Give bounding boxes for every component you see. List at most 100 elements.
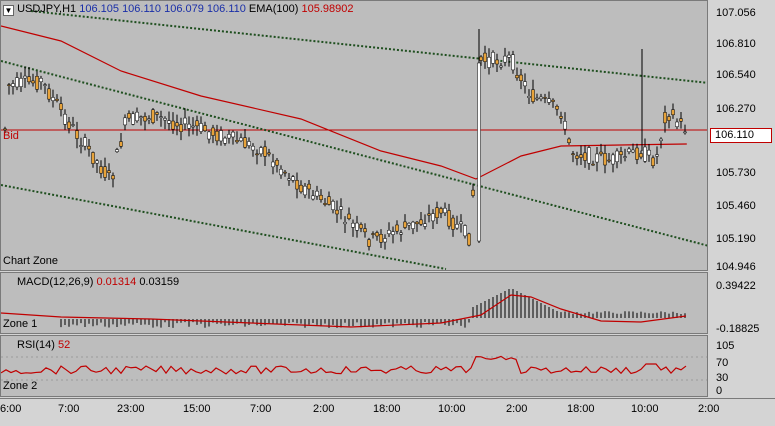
candle-body <box>427 213 431 216</box>
candle-body <box>683 131 687 134</box>
candle-body <box>391 231 395 235</box>
candle-body <box>403 221 407 228</box>
time-tick: 2:00 <box>506 403 528 415</box>
candle-body <box>235 140 239 143</box>
macd-signal-line <box>1 294 687 328</box>
candle-body <box>559 116 563 119</box>
rsi-header: RSI(14) 52 <box>17 339 70 351</box>
candle-body <box>679 118 683 122</box>
candle-body <box>583 152 587 161</box>
candle-body <box>591 163 595 166</box>
candle-body <box>567 138 571 143</box>
rsi-tick: 70 <box>716 357 729 369</box>
candle-body <box>315 190 319 197</box>
candle-body <box>167 120 171 124</box>
candle-body <box>477 62 481 242</box>
macd-tick: -0.18825 <box>716 323 760 335</box>
candle-body <box>543 97 547 99</box>
time-tick: 7:00 <box>58 403 80 415</box>
candle-body <box>211 127 215 136</box>
candle-body <box>267 152 271 155</box>
candle-body <box>599 151 603 155</box>
candle-body <box>643 146 647 162</box>
candle-body <box>339 206 343 210</box>
candle-body <box>95 160 99 164</box>
candle-body <box>519 74 523 82</box>
zone2-label: Zone 2 <box>3 380 38 392</box>
candle-body <box>151 109 155 123</box>
price-chart[interactable] <box>1 1 708 271</box>
candle-body <box>515 75 519 79</box>
price-tick: 105.190 <box>716 233 756 245</box>
bid-label: Bid <box>3 130 19 142</box>
candle-body <box>647 149 651 156</box>
chart-zone-label: Chart Zone <box>3 255 59 267</box>
candle-body <box>223 137 227 144</box>
candle-body <box>147 118 151 121</box>
candle-body <box>51 97 55 101</box>
candle-body <box>507 54 511 58</box>
candle-body <box>423 223 427 227</box>
candle-body <box>231 131 235 138</box>
time-tick: 10:00 <box>631 403 659 415</box>
candle-body <box>623 156 627 158</box>
candle-body <box>127 113 131 119</box>
rsi-line <box>1 355 687 375</box>
candle-body <box>111 175 115 180</box>
candle-body <box>311 195 315 200</box>
candle-body <box>323 203 327 205</box>
candle-body <box>227 134 231 139</box>
symbol-label: USDJPY,H1 <box>17 3 77 15</box>
candle-body <box>155 112 159 115</box>
high-value: 106.110 <box>122 3 162 15</box>
candle-body <box>363 228 367 233</box>
candle-body <box>243 137 247 148</box>
candle-body <box>343 222 347 225</box>
candle-body <box>87 145 91 150</box>
close-value: 106.110 <box>206 3 246 15</box>
macd-label: MACD(12,26,9) <box>17 276 94 288</box>
candle-body <box>491 52 495 64</box>
candle-body <box>439 208 443 214</box>
candle-body <box>143 116 147 122</box>
candle-body <box>195 120 199 127</box>
candle-body <box>119 141 123 147</box>
price-tick: 106.810 <box>716 38 756 50</box>
candle-body <box>667 116 671 121</box>
candle-body <box>247 141 251 146</box>
candle-body <box>191 125 195 128</box>
rsi-label: RSI(14) <box>17 339 55 351</box>
price-tick: 106.540 <box>716 69 756 81</box>
candle-body <box>67 121 71 129</box>
candle-body <box>15 77 19 88</box>
price-axis[interactable]: 107.056 106.810 106.540 106.270 105.730 … <box>708 0 775 425</box>
macd-pane[interactable]: MACD(12,26,9) 0.01314 0.03159 Zone 1 <box>0 272 708 334</box>
candle-body <box>455 224 459 229</box>
candle-body <box>359 224 363 229</box>
candle-body <box>603 153 607 166</box>
time-tick: 2:00 <box>698 403 720 415</box>
rsi-pane[interactable]: RSI(14) 52 Zone 2 <box>0 335 708 397</box>
candle-body <box>63 113 67 125</box>
candle-body <box>107 170 111 173</box>
main-chart-pane[interactable]: ▼ USDJPY,H1 106.105 106.110 106.079 106.… <box>0 0 708 271</box>
candle-body <box>59 103 63 110</box>
candle-body <box>43 84 47 86</box>
candle-body <box>435 207 439 218</box>
candle-body <box>291 176 295 181</box>
candle-body <box>171 120 175 130</box>
candle-body <box>299 184 303 193</box>
candle-body <box>399 232 403 235</box>
time-tick: 6:00 <box>0 403 22 415</box>
dropdown-icon[interactable]: ▼ <box>3 5 14 16</box>
candle-body <box>619 151 623 155</box>
candle-body <box>11 83 15 87</box>
candle-body <box>587 147 591 164</box>
candle-body <box>447 210 451 227</box>
candle-body <box>163 118 167 121</box>
candle-body <box>451 217 455 230</box>
time-axis[interactable]: 6:00 7:00 23:00 15:00 7:00 2:00 18:00 10… <box>0 398 775 426</box>
candle-body <box>203 125 207 132</box>
price-tick: 104.946 <box>716 261 756 273</box>
candle-body <box>27 76 31 83</box>
